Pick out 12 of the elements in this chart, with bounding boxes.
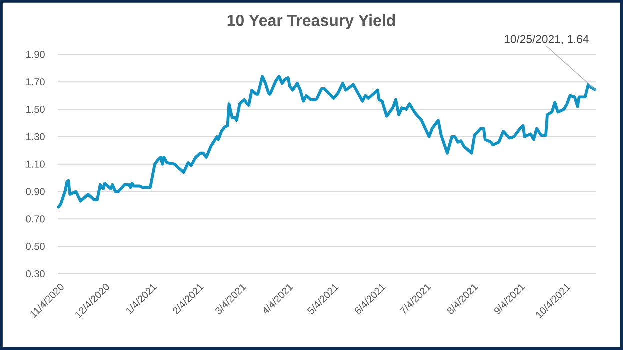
annotation: 10/25/2021, 1.64	[504, 34, 589, 45]
y-tick-label: 1.90	[26, 51, 45, 58]
y-tick-label: 0.90	[26, 188, 45, 196]
chart-title: 10 Year Treasury Yield	[228, 14, 396, 30]
y-tick-label: 0.30	[26, 270, 45, 278]
y-tick-label: 1.70	[26, 78, 45, 86]
line-series	[56, 75, 598, 210]
y-tick-label: 1.50	[26, 106, 45, 114]
y-tick-label: 0.50	[26, 243, 45, 250]
y-tick-label: 1.30	[26, 133, 45, 140]
y-tick-label: 1.10	[26, 160, 45, 168]
y-tick-label: 0.70	[26, 216, 45, 223]
